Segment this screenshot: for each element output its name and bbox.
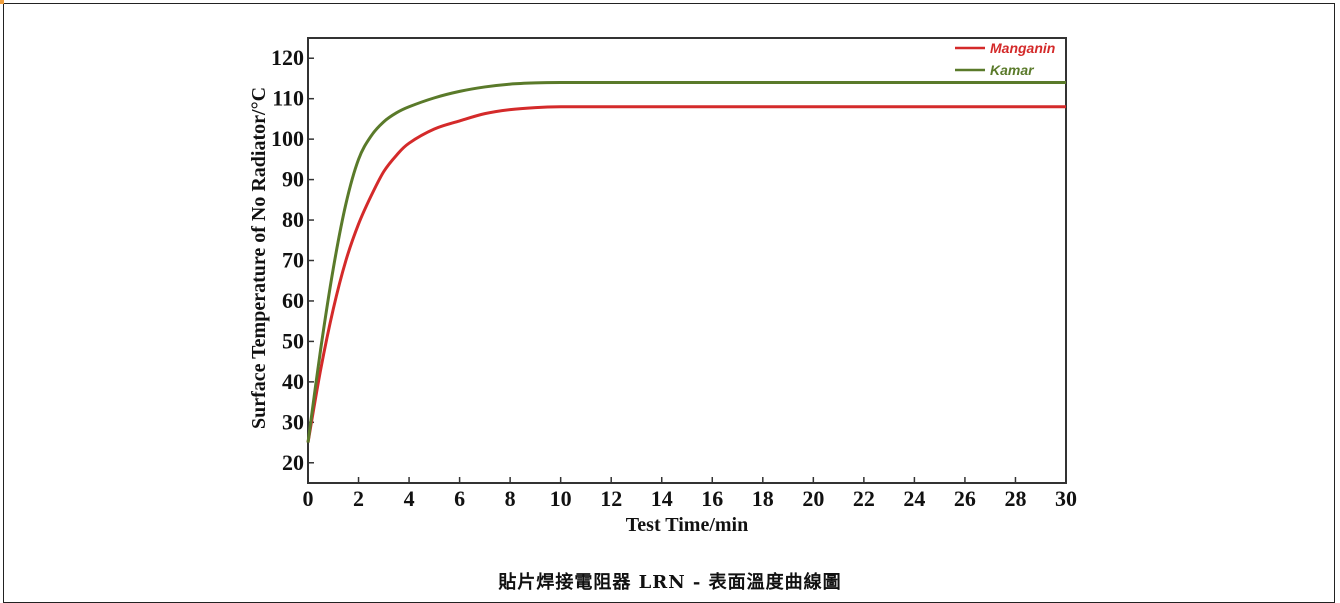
x-tick-label: 4: [404, 486, 415, 511]
x-tick-label: 12: [600, 486, 622, 511]
x-tick-label: 8: [505, 486, 516, 511]
y-tick-label: 60: [282, 288, 304, 313]
x-tick-label: 22: [853, 486, 875, 511]
plot-frame: [307, 37, 1067, 484]
x-tick-label: 26: [954, 486, 976, 511]
legend: Manganin Kamar: [955, 40, 1055, 78]
corner-mark: [0, 0, 4, 4]
x-tick-label: 28: [1004, 486, 1026, 511]
y-tick-label: 90: [282, 167, 304, 192]
x-axis-label: Test Time/min: [626, 514, 748, 536]
y-tick-label: 80: [282, 207, 304, 232]
figure-frame: [3, 3, 1335, 603]
x-tick-label: 20: [802, 486, 824, 511]
y-tick-label: 70: [282, 248, 304, 273]
x-tick-label: 0: [303, 486, 314, 511]
y-tick-label: 120: [271, 45, 304, 70]
legend-label-manganin: Manganin: [990, 40, 1055, 56]
figure-caption: 貼片焊接電阻器 LRN - 表面溫度曲線圖: [498, 572, 842, 593]
x-tick-label: 2: [353, 486, 364, 511]
y-axis-ticks: 20 30 40 50 60 70 80 90 100 110 120: [271, 45, 314, 475]
y-tick-label: 100: [271, 126, 304, 151]
x-tick-label: 24: [903, 486, 925, 511]
plot-area: [307, 37, 1067, 484]
y-tick-label: 20: [282, 450, 304, 475]
series-line-manganin: [306, 105, 1066, 443]
y-tick-label: 110: [272, 86, 304, 111]
y-tick-label: 40: [282, 369, 304, 394]
x-tick-label: 10: [550, 486, 572, 511]
x-tick-label: 6: [454, 486, 465, 511]
legend-label-kamar: Kamar: [990, 62, 1035, 78]
y-axis-label: Surface Temperature of No Radiator/°C: [248, 87, 270, 429]
y-tick-label: 50: [282, 328, 304, 353]
y-tick-label: 30: [282, 409, 304, 434]
series-line-kamar: [306, 80, 1066, 443]
x-tick-label: 30: [1055, 486, 1077, 511]
series-layer: [306, 80, 1066, 443]
x-axis-ticks: 0 2 4 6 8 10 12 14 16 18 20 22 24 26 28 30: [303, 477, 1077, 511]
x-tick-label: 16: [701, 486, 723, 511]
x-tick-label: 14: [651, 486, 673, 511]
x-tick-label: 18: [752, 486, 774, 511]
